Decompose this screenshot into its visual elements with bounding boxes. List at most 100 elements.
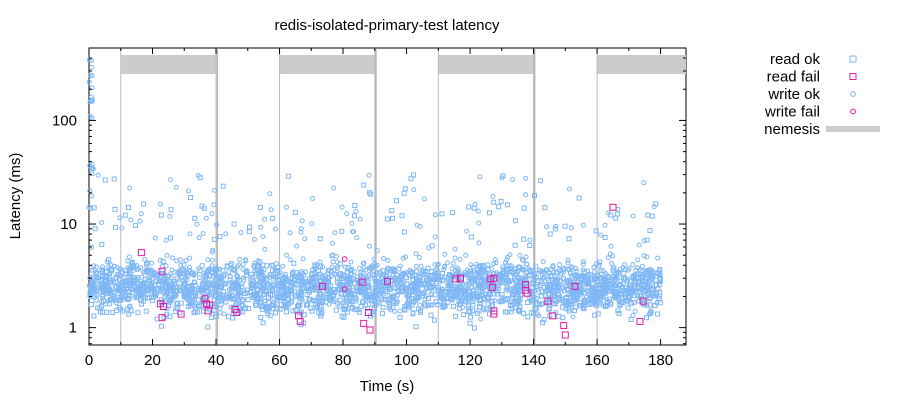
write-ok-point bbox=[167, 283, 173, 289]
write-ok-point bbox=[353, 284, 359, 290]
write-ok-point bbox=[302, 285, 307, 291]
write-ok-point bbox=[269, 302, 275, 308]
write-ok-point bbox=[625, 267, 631, 273]
read-ok-point bbox=[465, 303, 471, 309]
write-ok-point bbox=[100, 264, 105, 270]
write-ok-point bbox=[450, 260, 456, 266]
write-ok-point bbox=[180, 281, 186, 287]
read-ok-point bbox=[309, 308, 315, 314]
read-ok-point bbox=[656, 282, 662, 287]
write-ok-point bbox=[200, 280, 206, 286]
write-ok-point bbox=[428, 284, 433, 290]
read-ok-point bbox=[625, 305, 631, 311]
write-ok-point bbox=[194, 221, 200, 227]
write-ok-point bbox=[217, 266, 223, 272]
write-ok-point bbox=[332, 297, 338, 303]
x-tick-label: 160 bbox=[585, 352, 610, 369]
read-ok-point bbox=[161, 315, 167, 320]
write-ok-point bbox=[317, 307, 323, 313]
read-ok-point bbox=[411, 172, 417, 178]
write-ok-point bbox=[423, 285, 429, 291]
read-ok-point bbox=[352, 213, 357, 219]
read-fail-point bbox=[452, 275, 460, 283]
write-ok-point bbox=[91, 278, 96, 284]
write-ok-point bbox=[128, 274, 134, 280]
write-ok-point bbox=[333, 254, 339, 259]
write-ok-point bbox=[358, 283, 364, 289]
write-ok-point bbox=[410, 277, 416, 283]
write-ok-point bbox=[530, 297, 535, 303]
legend-marker-nemesis bbox=[826, 126, 880, 132]
write-ok-point bbox=[639, 263, 645, 269]
y-axis: 1 10 100 bbox=[52, 47, 686, 345]
write-ok-point bbox=[183, 258, 189, 264]
write-ok-point bbox=[516, 299, 522, 305]
write-ok-point bbox=[482, 297, 488, 303]
write-ok-point bbox=[608, 243, 614, 249]
write-ok-point bbox=[236, 290, 242, 296]
write-ok-point bbox=[276, 280, 282, 286]
write-ok-point bbox=[651, 292, 657, 298]
write-ok-point bbox=[348, 259, 354, 265]
read-ok-point bbox=[226, 314, 231, 320]
write-ok-point bbox=[598, 268, 604, 274]
write-ok-point bbox=[262, 216, 268, 222]
write-ok-point bbox=[181, 294, 187, 300]
legend-marker-read-ok bbox=[849, 55, 857, 63]
write-ok-point bbox=[558, 268, 563, 274]
write-ok-point bbox=[622, 267, 628, 273]
read-ok-point bbox=[132, 222, 138, 228]
write-ok-point bbox=[309, 271, 315, 277]
x-axis-label: Time (s) bbox=[360, 378, 414, 395]
read-ok-point bbox=[439, 211, 445, 217]
write-ok-point bbox=[312, 270, 318, 276]
write-ok-point bbox=[89, 193, 95, 199]
write-ok-point bbox=[597, 274, 603, 280]
write-ok-point bbox=[100, 267, 106, 273]
write-ok-point bbox=[608, 300, 614, 306]
write-ok-point bbox=[511, 275, 517, 281]
read-ok-point bbox=[615, 211, 621, 217]
nemesis-interval-bar bbox=[597, 55, 686, 74]
write-ok-point bbox=[184, 297, 190, 303]
write-ok-point bbox=[510, 177, 516, 183]
read-ok-point bbox=[213, 314, 219, 319]
write-ok-point bbox=[344, 211, 350, 217]
write-ok-point bbox=[466, 292, 472, 298]
write-ok-point bbox=[264, 289, 270, 295]
write-ok-point bbox=[231, 296, 236, 302]
write-ok-point bbox=[101, 290, 107, 296]
nemesis-interval-bar bbox=[438, 55, 534, 74]
write-ok-point bbox=[223, 231, 229, 237]
write-ok-point bbox=[148, 273, 154, 279]
legend-label-write-ok: write ok bbox=[767, 86, 820, 103]
write-ok-point bbox=[481, 285, 487, 291]
write-ok-point bbox=[89, 171, 95, 177]
write-ok-point bbox=[187, 264, 192, 270]
write-ok-point bbox=[269, 286, 275, 292]
write-ok-point bbox=[657, 270, 663, 276]
write-ok-point bbox=[370, 262, 376, 268]
write-ok-point bbox=[626, 287, 632, 293]
write-ok-point bbox=[570, 314, 576, 320]
write-ok-point bbox=[87, 188, 93, 194]
write-ok-point bbox=[317, 278, 323, 284]
write-ok-point bbox=[239, 302, 245, 308]
write-ok-point bbox=[316, 282, 322, 288]
write-ok-point bbox=[199, 281, 205, 287]
write-ok-point bbox=[635, 265, 640, 271]
write-ok-point bbox=[543, 268, 549, 274]
legend-label-write-fail: write fail bbox=[764, 104, 820, 121]
write-ok-point bbox=[617, 288, 622, 294]
write-ok-point bbox=[112, 263, 118, 269]
write-ok-point bbox=[262, 246, 268, 252]
write-ok-point bbox=[240, 261, 246, 267]
read-ok-point bbox=[199, 263, 205, 269]
write-ok-point bbox=[385, 257, 391, 263]
write-ok-point bbox=[261, 291, 266, 297]
write-ok-point bbox=[464, 228, 470, 234]
write-ok-point bbox=[209, 211, 215, 217]
write-ok-point bbox=[289, 275, 295, 281]
write-ok-point bbox=[375, 275, 381, 281]
read-ok-point bbox=[401, 229, 407, 235]
